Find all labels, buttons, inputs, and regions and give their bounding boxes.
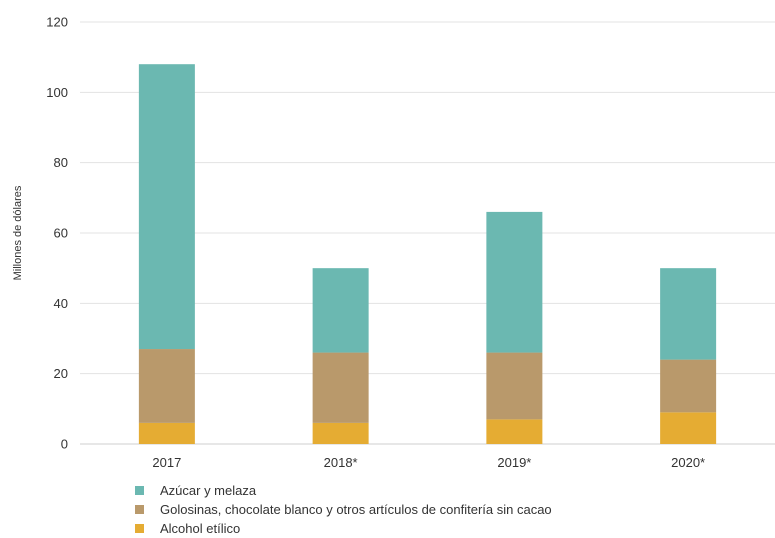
legend-item: Alcohol etílico xyxy=(135,519,552,538)
bar-segment xyxy=(138,64,195,350)
stacked-bar-chart: 0 20 40 60 80 100 120 Millones de dólares 2017… xyxy=(12,15,775,470)
y-tick-label: 40 xyxy=(54,296,68,311)
y-tick-label: 60 xyxy=(54,226,68,241)
x-tick-labels: 2017 2018* 2019* 2020* xyxy=(152,455,705,470)
legend-item: Golosinas, chocolate blanco y otros artí… xyxy=(135,500,552,519)
legend-label: Alcohol etílico xyxy=(160,521,241,536)
gridlines xyxy=(80,21,775,445)
bar-segment xyxy=(486,352,543,420)
legend-swatch xyxy=(135,486,144,495)
legend-label: Azúcar y melaza xyxy=(160,483,257,498)
y-axis-title: Millones de dólares xyxy=(12,185,24,280)
x-tick-label: 2017 xyxy=(152,455,181,470)
bar-segment xyxy=(138,422,195,444)
legend-item: Azúcar y melaza xyxy=(135,481,552,500)
legend-label: Golosinas, chocolate blanco y otros artí… xyxy=(160,502,552,517)
x-tick-label: 2018* xyxy=(324,455,358,470)
bar-segment xyxy=(660,268,717,360)
bar-segment xyxy=(486,419,543,444)
x-tick-label: 2020* xyxy=(671,455,705,470)
legend-swatch xyxy=(135,505,144,514)
bar-segment xyxy=(312,268,369,353)
bar-segment xyxy=(660,359,717,413)
y-tick-label: 100 xyxy=(46,85,68,100)
y-tick-label: 120 xyxy=(46,15,68,30)
y-tick-labels: 0 20 40 60 80 100 120 xyxy=(46,15,68,452)
y-tick-label: 20 xyxy=(54,366,68,381)
bar-segment xyxy=(312,422,369,444)
bar-segment xyxy=(138,349,195,423)
legend-swatch xyxy=(135,524,144,533)
bar-segment xyxy=(312,352,369,423)
bars xyxy=(138,64,717,444)
y-tick-label: 0 xyxy=(61,437,68,452)
bar-segment xyxy=(660,412,717,444)
legend: Azúcar y melaza Golosinas, chocolate blan… xyxy=(135,481,552,538)
bar-segment xyxy=(486,211,543,353)
x-tick-label: 2019* xyxy=(497,455,531,470)
y-tick-label: 80 xyxy=(54,155,68,170)
